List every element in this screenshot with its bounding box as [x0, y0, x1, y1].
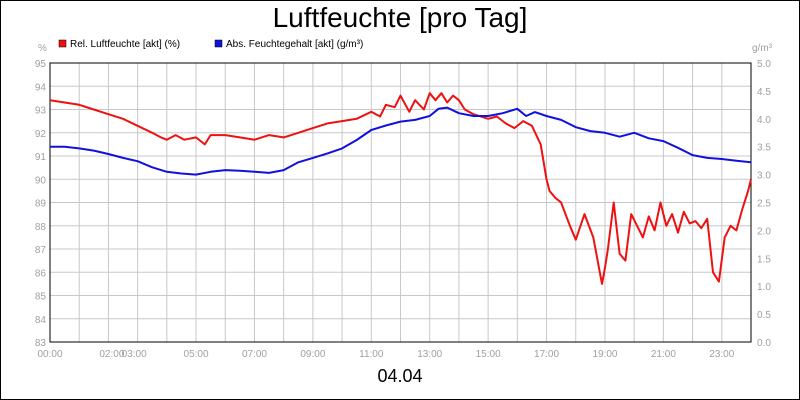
y-right-tick-label: 0.5 [757, 310, 771, 321]
y-right-tick-label: 2.0 [757, 226, 771, 237]
y-left-tick-label: 90 [35, 175, 47, 186]
x-tick-label: 17:00 [534, 349, 559, 360]
legend-swatch-abs [214, 39, 223, 48]
y-left-tick-label: 83 [35, 338, 47, 349]
y-left-tick-label: 93 [35, 106, 47, 117]
series-line [49, 92, 752, 285]
y-right-tick-label: 4.0 [757, 115, 771, 126]
y-right-tick-label: 3.0 [757, 171, 771, 182]
y-left-tick-label: 87 [35, 245, 47, 256]
x-tick-label: 23:00 [709, 349, 734, 360]
grid [49, 62, 752, 343]
y-left-tick-label: 84 [35, 315, 47, 326]
y-right-ticks: 0.0 0.5 1.0 1.5 2.0 2.5 3.0 3.5 4.0 4.5 5.0 [757, 59, 771, 349]
legend-label-abs: Abs. Feuchtegehalt [akt] (g/m³) [226, 39, 363, 50]
x-tick-label: 13:00 [417, 349, 442, 360]
y-left-tick-label: 92 [35, 129, 47, 140]
x-tick-label: 05:00 [184, 349, 209, 360]
x-tick-label: 09:00 [300, 349, 325, 360]
y-right-tick-label: 0.0 [757, 338, 771, 349]
y-right-tick-label: 1.5 [757, 254, 771, 265]
y-left-tick-label: 88 [35, 222, 47, 233]
y-right-tick-label: 3.5 [757, 143, 771, 154]
x-tick-label: 21:00 [651, 349, 676, 360]
y-left-tick-label: 85 [35, 292, 47, 303]
y-left-tick-label: 89 [35, 199, 47, 210]
y-right-tick-label: 5.0 [757, 59, 771, 70]
y-right-tick-label: 1.0 [757, 282, 771, 293]
x-tick-label: 07:00 [242, 349, 267, 360]
x-tick-label: 19:00 [592, 349, 617, 360]
x-tick-label: 00:00 [37, 349, 62, 360]
legend-label-rel: Rel. Luftfeuchte [akt] (%) [70, 39, 180, 50]
legend-swatch-rel [58, 39, 67, 48]
date-label: 04.04 [377, 366, 423, 386]
x-tick-label: 02:00 [99, 349, 124, 360]
series-line [50, 106, 752, 176]
y-right-tick-label: 2.5 [757, 199, 771, 210]
y-right-unit: g/m³ [752, 43, 773, 54]
y-left-tick-label: 95 [35, 59, 47, 70]
chart-title: Luftfeuchte [pro Tag] [272, 2, 528, 33]
legend: Rel. Luftfeuchte [akt] (%) Abs. Feuchteg… [58, 39, 363, 50]
y-left-unit: % [38, 43, 47, 54]
x-tick-label: 03:00 [122, 349, 147, 360]
y-left-tick-label: 91 [35, 152, 47, 163]
y-left-tick-label: 86 [35, 268, 47, 279]
y-left-tick-label: 94 [35, 82, 47, 93]
x-tick-label: 15:00 [476, 349, 501, 360]
x-tick-label: 11:00 [359, 349, 384, 360]
plot-border [49, 62, 752, 343]
y-left-ticks: 83 84 85 86 87 88 89 90 91 92 93 94 95 [35, 59, 47, 349]
series-lines [49, 92, 752, 285]
y-right-tick-label: 4.5 [757, 87, 771, 98]
